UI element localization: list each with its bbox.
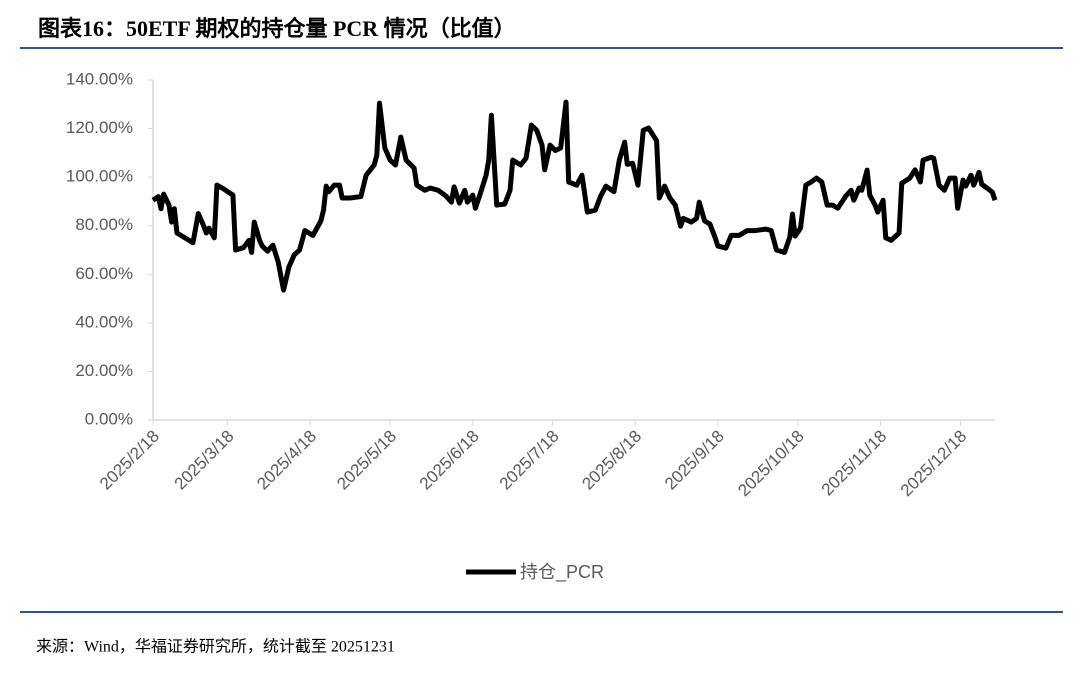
y-tick-label: 140.00% xyxy=(66,69,133,88)
y-tick-label: 20.00% xyxy=(75,361,133,380)
chart-title: 图表16：50ETF 期权的持仓量 PCR 情况（比值） xyxy=(38,16,516,41)
x-tick-label: 2025/12/18 xyxy=(897,427,971,501)
x-tick-label: 2025/3/18 xyxy=(171,427,238,494)
x-tick-label: 2025/5/18 xyxy=(333,427,400,494)
source-note: 来源：Wind，华福证券研究所，统计截至 20251231 xyxy=(36,638,395,656)
y-tick-label: 100.00% xyxy=(66,167,133,186)
x-tick-label: 2025/7/18 xyxy=(496,427,563,494)
y-tick-label: 40.00% xyxy=(75,312,133,331)
x-tick-label: 2025/4/18 xyxy=(253,427,320,494)
x-tick-label: 2025/6/18 xyxy=(416,427,483,494)
x-tick-label: 2025/10/18 xyxy=(734,427,808,501)
y-tick-label: 80.00% xyxy=(75,215,133,234)
x-tick-label: 2025/9/18 xyxy=(661,427,728,494)
y-tick-label: 120.00% xyxy=(66,118,133,137)
x-tick-label: 2025/2/18 xyxy=(96,427,163,494)
y-tick-label: 60.00% xyxy=(75,264,133,283)
y-tick-label: 0.00% xyxy=(85,409,133,428)
legend-label: 持仓_PCR xyxy=(520,562,604,583)
x-tick-label: 2025/8/18 xyxy=(578,427,645,494)
x-tick-label: 2025/11/18 xyxy=(818,427,891,500)
data-line xyxy=(151,99,998,293)
